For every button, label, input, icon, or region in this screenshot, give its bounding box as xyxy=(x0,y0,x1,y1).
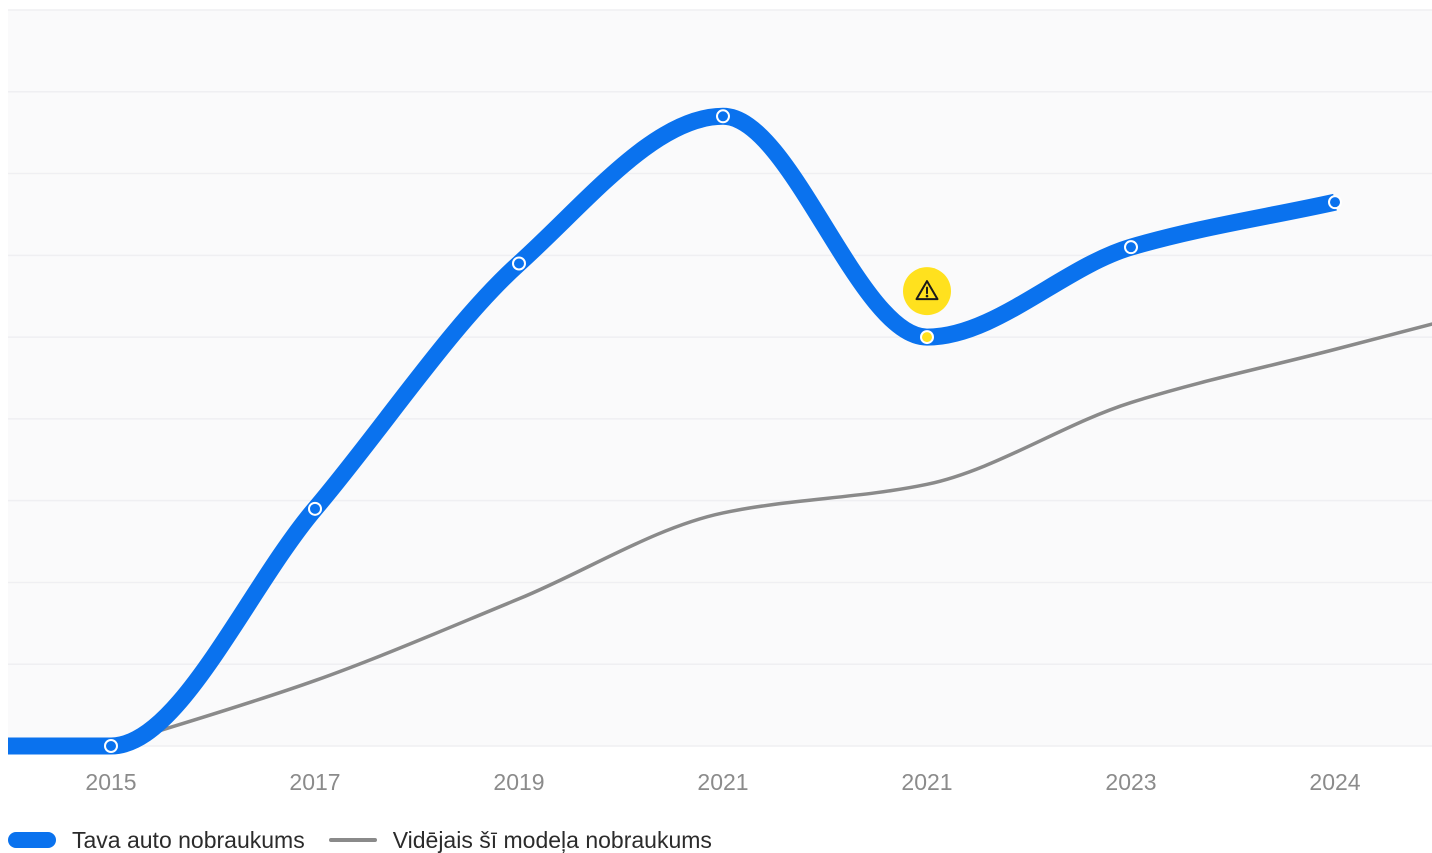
warning-icon xyxy=(915,280,939,301)
data-point[interactable] xyxy=(1328,195,1342,210)
x-tick-label: 2024 xyxy=(1309,769,1360,795)
data-point[interactable] xyxy=(1124,240,1138,255)
legend-item-model-average[interactable]: Vidējais šī modeļa nobraukums xyxy=(328,826,712,853)
legend-swatch-model-average xyxy=(328,838,377,842)
data-point[interactable] xyxy=(512,256,526,271)
data-point-flagged[interactable] xyxy=(920,330,934,345)
series-line-model-average xyxy=(109,322,1432,748)
x-tick-label: 2019 xyxy=(493,769,544,795)
legend-label-model-average: Vidējais šī modeļa nobraukums xyxy=(392,826,712,853)
data-point[interactable] xyxy=(716,109,730,124)
x-tick-label: 2021 xyxy=(901,769,952,795)
chart-legend: Tava auto nobraukums Vidējais šī modeļa … xyxy=(8,822,736,853)
legend-swatch-your-car xyxy=(8,832,56,848)
data-point[interactable] xyxy=(104,739,118,753)
x-tick-label: 2023 xyxy=(1105,769,1156,795)
data-point[interactable] xyxy=(308,501,322,516)
x-tick-label: 2017 xyxy=(289,769,340,795)
warning-icon-dot xyxy=(925,294,929,298)
legend-item-your-car[interactable]: Tava auto nobraukums xyxy=(8,827,305,853)
legend-label-your-car: Tava auto nobraukums xyxy=(72,826,305,853)
series-line-your-car xyxy=(8,107,1337,755)
chart-canvas: 2015 2017 2019 2021 2021 2023 2024 xyxy=(8,9,1432,795)
x-tick-label: 2015 xyxy=(85,769,136,795)
x-tick-label: 2021 xyxy=(697,769,748,795)
